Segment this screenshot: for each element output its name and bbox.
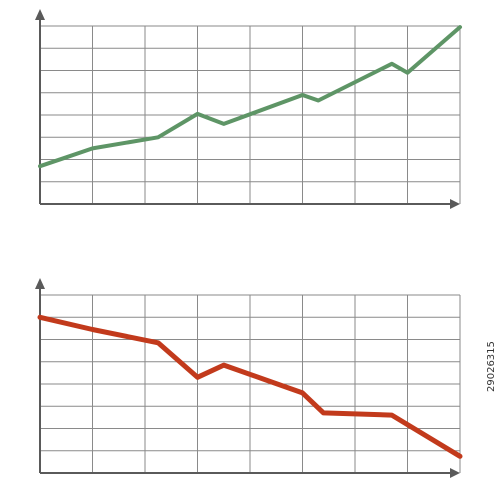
grid (40, 294, 461, 473)
y-axis-arrow-icon (35, 278, 45, 289)
image-id-label: 29026315 (486, 341, 497, 392)
x-axis-arrow-icon (450, 468, 460, 478)
rising-line-chart (35, 9, 462, 209)
falling-line-chart (35, 278, 463, 478)
x-axis-arrow-icon (450, 199, 460, 209)
y-axis-arrow-icon (35, 9, 45, 20)
